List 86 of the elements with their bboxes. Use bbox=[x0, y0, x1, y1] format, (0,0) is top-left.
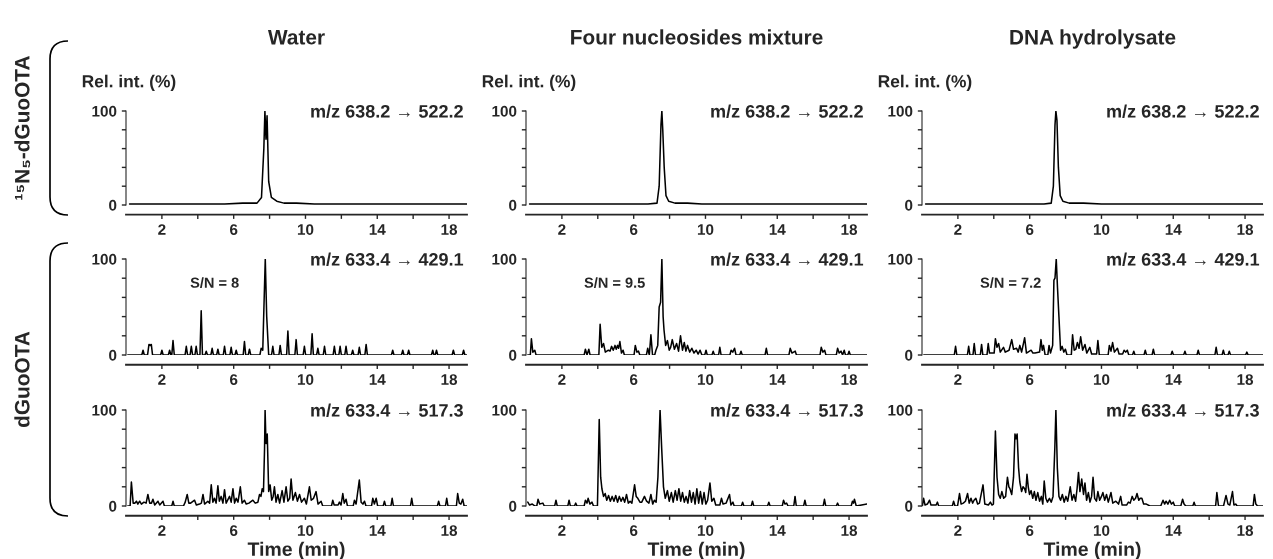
text: dGuoOTA bbox=[14, 331, 30, 428]
y-tick-label: 0 bbox=[109, 199, 117, 211]
annotation: S/N = 7.2 bbox=[980, 277, 1041, 289]
annotation: S/N = 9.5 bbox=[584, 277, 645, 289]
x-tick-label: 6 bbox=[1025, 224, 1034, 235]
annotation: m/z 638.2 → 522.2 bbox=[1107, 104, 1259, 118]
x-tick-label: 18 bbox=[841, 525, 858, 536]
x-tick-label: 14 bbox=[769, 374, 786, 385]
x-tick-label: 18 bbox=[441, 224, 458, 235]
x-tick-label: 18 bbox=[441, 374, 458, 385]
x-tick-label: 18 bbox=[841, 374, 858, 385]
x-tick-label: 2 bbox=[558, 525, 566, 536]
x-tick-label: 18 bbox=[1237, 525, 1254, 536]
x-tick-label: 14 bbox=[369, 525, 386, 536]
x-tick-label: 6 bbox=[1025, 374, 1034, 385]
x-tick-label: 6 bbox=[229, 525, 238, 536]
x-tick-label: 10 bbox=[297, 224, 314, 235]
y-tick-label: 0 bbox=[905, 500, 913, 512]
annotation: m/z 638.2 → 522.2 bbox=[711, 104, 863, 118]
x-tick-label: 2 bbox=[158, 224, 166, 235]
y-tick-label: 0 bbox=[905, 349, 913, 361]
x-tick-label: 10 bbox=[1093, 224, 1110, 235]
x-tick-label: 10 bbox=[297, 525, 314, 536]
y-tick-label: 100 bbox=[888, 105, 913, 117]
x-axis-title: Time (min) bbox=[1043, 541, 1141, 559]
y-axis-title: Rel. int. (%) bbox=[82, 74, 176, 91]
y-tick-label: 100 bbox=[492, 253, 517, 265]
x-tick-label: 2 bbox=[954, 224, 962, 235]
y-tick-label: 100 bbox=[92, 105, 117, 117]
x-tick-label: 10 bbox=[697, 224, 714, 235]
x-tick-label: 14 bbox=[1165, 374, 1182, 385]
annotation: m/z 633.4 → 429.1 bbox=[1107, 252, 1260, 266]
y-tick-label: 100 bbox=[92, 253, 117, 265]
x-tick-label: 2 bbox=[558, 224, 566, 235]
x-tick-label: 14 bbox=[369, 374, 386, 385]
chart-title: Water bbox=[267, 30, 325, 45]
x-tick-label: 14 bbox=[369, 224, 386, 235]
x-tick-label: 18 bbox=[841, 224, 858, 235]
y-tick-label: 0 bbox=[905, 199, 913, 211]
x-tick-label: 2 bbox=[158, 374, 166, 385]
x-tick-label: 14 bbox=[1165, 224, 1182, 235]
y-tick-label: 100 bbox=[492, 404, 517, 416]
y-tick-label: 0 bbox=[109, 349, 117, 361]
y-tick-label: 100 bbox=[888, 404, 913, 416]
y-tick-label: 0 bbox=[509, 199, 517, 211]
y-tick-label: 100 bbox=[92, 404, 117, 416]
x-tick-label: 18 bbox=[1237, 224, 1254, 235]
x-tick-label: 10 bbox=[1093, 525, 1110, 536]
x-tick-label: 14 bbox=[769, 224, 786, 235]
x-axis-title: Time (min) bbox=[647, 541, 745, 559]
x-tick-label: 14 bbox=[1165, 525, 1182, 536]
annotation: m/z 633.4 → 517.3 bbox=[711, 403, 863, 417]
annotation: m/z 638.2 → 522.2 bbox=[311, 104, 463, 118]
x-tick-label: 2 bbox=[954, 525, 962, 536]
x-tick-label: 2 bbox=[558, 374, 566, 385]
x-tick-label: 10 bbox=[697, 525, 714, 536]
x-tick-label: 10 bbox=[1093, 374, 1110, 385]
x-tick-label: 10 bbox=[697, 374, 714, 385]
annotation: m/z 633.4 → 517.3 bbox=[311, 403, 463, 417]
x-tick-label: 10 bbox=[297, 374, 314, 385]
annotation: m/z 633.4 → 429.1 bbox=[311, 252, 464, 266]
annotation: m/z 633.4 → 429.1 bbox=[711, 252, 864, 266]
y-axis-title: Rel. int. (%) bbox=[482, 74, 576, 91]
x-tick-label: 2 bbox=[954, 374, 962, 385]
y-tick-label: 0 bbox=[509, 349, 517, 361]
y-tick-label: 100 bbox=[492, 105, 517, 117]
x-axis-title: Time (min) bbox=[247, 541, 345, 559]
annotation: S/N = 8 bbox=[190, 277, 239, 289]
x-tick-label: 18 bbox=[1237, 374, 1254, 385]
y-tick-label: 100 bbox=[888, 253, 913, 265]
annotation: m/z 633.4 → 517.3 bbox=[1107, 403, 1259, 417]
x-tick-label: 18 bbox=[441, 525, 458, 536]
x-tick-label: 6 bbox=[1025, 525, 1034, 536]
x-tick-label: 14 bbox=[769, 525, 786, 536]
x-tick-label: 6 bbox=[229, 224, 238, 235]
y-axis-title: Rel. int. (%) bbox=[878, 74, 972, 91]
x-tick-label: 6 bbox=[629, 525, 638, 536]
x-tick-label: 6 bbox=[629, 224, 638, 235]
text: ¹⁵N₅-dGuoOTA bbox=[14, 56, 31, 200]
chart-title: DNA hydrolysate bbox=[1010, 29, 1176, 49]
x-tick-label: 2 bbox=[158, 525, 166, 536]
y-tick-label: 0 bbox=[109, 500, 117, 512]
y-tick-label: 0 bbox=[509, 500, 517, 512]
x-tick-label: 6 bbox=[229, 374, 238, 385]
x-tick-label: 6 bbox=[629, 374, 638, 385]
chart-title: Four nucleosides mixture bbox=[571, 29, 823, 45]
